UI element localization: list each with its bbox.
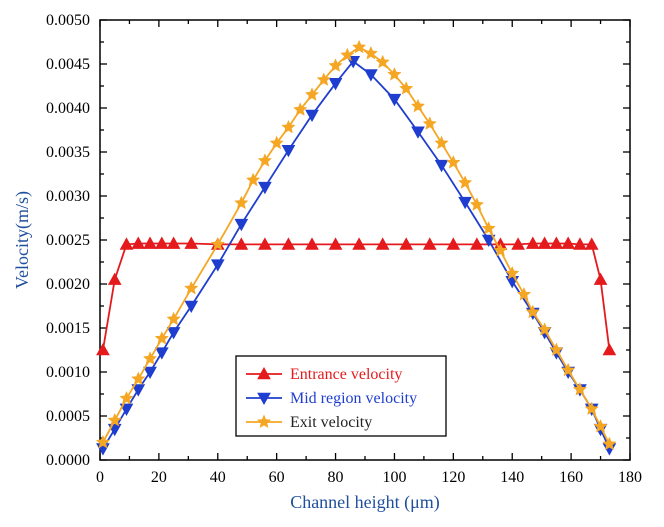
y-tick-label: 0.0030: [46, 188, 90, 205]
legend-label: Exit velocity: [290, 414, 372, 431]
y-tick-label: 0.0020: [46, 276, 90, 293]
x-tick-label: 100: [382, 469, 406, 486]
chart-svg: 0 20 40 60 80 100 120 140 160 180 0.0000 0.0005 0.00…: [0, 0, 664, 527]
legend-label: Entrance velocity: [290, 366, 402, 383]
y-tick-label: 0.0040: [46, 100, 90, 117]
x-tick-label: 60: [269, 469, 285, 486]
x-tick-label: 20: [151, 469, 167, 486]
x-tick-label: 0: [96, 469, 104, 486]
y-axis-label: Velocity(m/s): [12, 191, 33, 289]
y-tick-label: 0.0035: [46, 144, 90, 161]
y-tick-label: 0.0045: [46, 56, 90, 73]
y-tick-label: 0.0005: [46, 408, 90, 425]
x-tick-label: 40: [210, 469, 226, 486]
y-tick-label: 0.0015: [46, 320, 90, 337]
y-tick-label: 0.0025: [46, 232, 90, 249]
x-tick-label: 80: [328, 469, 344, 486]
x-axis-label: Channel height (μm): [290, 492, 440, 513]
y-tick-label: 0.0010: [46, 364, 90, 381]
y-tick-label: 0.0050: [46, 12, 90, 29]
x-tick-label: 140: [500, 469, 524, 486]
legend-label: Mid region velocity: [290, 390, 417, 407]
x-tick-label: 160: [559, 469, 583, 486]
velocity-chart: 0 20 40 60 80 100 120 140 160 180 0.0000 0.0005 0.00…: [0, 0, 664, 527]
legend: Entrance velocity Mid region velocity Exit…: [236, 356, 446, 436]
x-tick-label: 180: [618, 469, 642, 486]
x-tick-label: 120: [441, 469, 465, 486]
y-tick-label: 0.0000: [46, 452, 90, 469]
